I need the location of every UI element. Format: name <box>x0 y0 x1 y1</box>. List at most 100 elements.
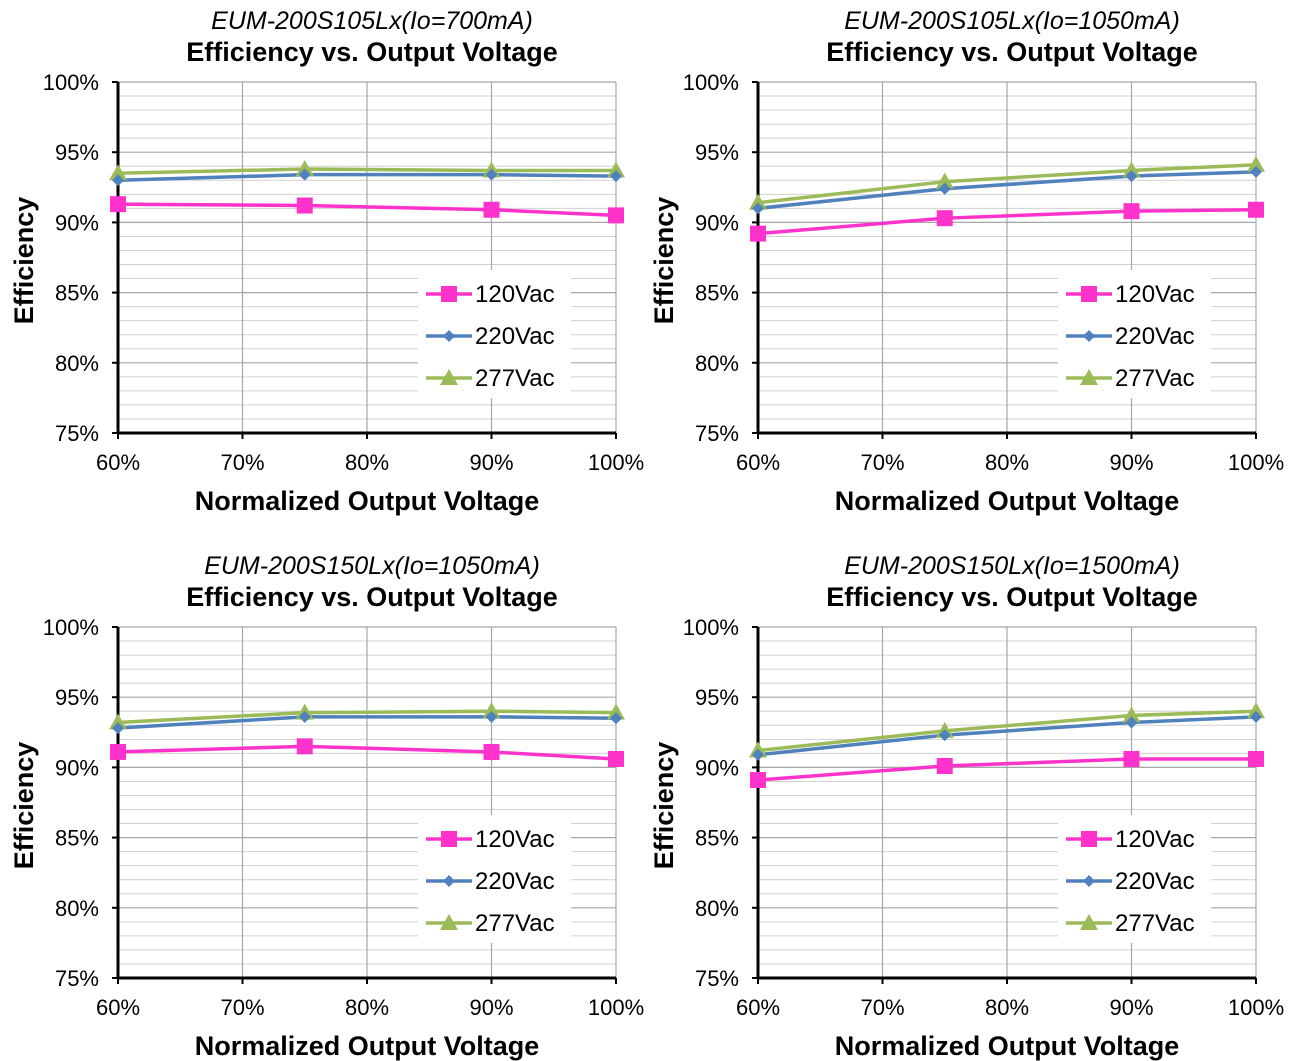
chart-subtitle: EUM-200S105Lx(Io=700mA) <box>211 7 533 35</box>
y-tick-label: 90% <box>55 210 99 235</box>
data-point-277Vac <box>1247 702 1265 719</box>
x-tick-label: 100% <box>588 450 644 475</box>
legend-swatch-marker <box>443 875 455 887</box>
legend-label: 277Vac <box>475 910 555 937</box>
x-tick-label: 60% <box>736 995 780 1020</box>
legend-label: 277Vac <box>1115 910 1195 937</box>
x-tick-label: 60% <box>736 450 780 475</box>
series-line-120Vac <box>757 757 1256 782</box>
data-point-120Vac <box>1123 203 1140 220</box>
data-point-220Vac <box>1250 165 1262 178</box>
data-point-277Vac <box>109 713 127 730</box>
y-tick-label: 75% <box>695 421 739 446</box>
legend-swatch-marker <box>1080 369 1098 385</box>
x-tick-label: 100% <box>588 995 644 1020</box>
data-point-220Vac <box>298 710 311 723</box>
y-tick-label: 90% <box>695 210 739 235</box>
x-tick-label: 90% <box>1109 450 1153 475</box>
series-line-277Vac <box>117 167 616 176</box>
x-axis-label: Normalized Output Voltage <box>195 1031 540 1061</box>
data-point-220Vac <box>610 712 622 725</box>
y-tick-label: 75% <box>695 966 739 991</box>
legend-label: 220Vac <box>1115 323 1195 350</box>
data-point-120Vac <box>1248 201 1264 218</box>
series-line-220Vac <box>757 170 1257 211</box>
legend-swatch-marker <box>440 914 458 930</box>
data-point-120Vac <box>1248 750 1264 767</box>
x-tick-label: 60% <box>96 450 140 475</box>
series-line-120Vac <box>757 208 1257 236</box>
data-point-277Vac <box>1247 155 1265 172</box>
series-line-277Vac <box>117 709 617 725</box>
chart-subtitle: EUM-200S105Lx(Io=1050mA) <box>844 7 1180 35</box>
chart-title: Efficiency vs. Output Voltage <box>826 582 1198 612</box>
y-tick-label: 85% <box>55 826 99 851</box>
legend-swatch-marker <box>441 831 457 847</box>
x-tick-label: 100% <box>1228 995 1284 1020</box>
data-point-220Vac <box>752 748 764 761</box>
y-tick-label: 75% <box>55 421 99 446</box>
data-point-277Vac <box>935 172 954 189</box>
data-point-277Vac <box>607 703 625 720</box>
y-tick-label: 80% <box>55 351 99 376</box>
data-point-220Vac <box>610 170 622 183</box>
legend-label: 277Vac <box>475 365 555 392</box>
y-tick-label: 95% <box>695 140 739 165</box>
data-point-277Vac <box>482 702 501 719</box>
data-point-220Vac <box>298 168 311 181</box>
data-point-277Vac <box>749 193 767 210</box>
y-tick-label: 100% <box>43 615 99 640</box>
data-point-120Vac <box>110 196 126 213</box>
legend-label: 120Vac <box>1115 281 1195 308</box>
x-tick-label: 70% <box>860 450 904 475</box>
legend-swatch-marker <box>1083 330 1095 342</box>
x-axis-label: Normalized Output Voltage <box>195 486 540 516</box>
chart-title: Efficiency vs. Output Voltage <box>186 37 558 67</box>
data-point-220Vac <box>485 168 498 181</box>
y-tick-label: 100% <box>683 70 739 95</box>
data-point-277Vac <box>109 164 127 181</box>
legend-swatch-marker <box>440 369 458 385</box>
chart-subtitle: EUM-200S150Lx(Io=1050mA) <box>204 552 540 580</box>
y-tick-label: 85% <box>55 281 99 306</box>
data-point-220Vac <box>1125 716 1138 729</box>
y-tick-label: 85% <box>695 826 739 851</box>
chart-panel-4: 75% 80% 85% 90% 95% 100% 60% 70% 80% 90% 100% EUM-2… <box>649 552 1284 1061</box>
legend-swatch-marker <box>441 286 457 302</box>
legend-swatch-marker <box>1081 831 1097 847</box>
x-axis-label: Normalized Output Voltage <box>835 486 1180 516</box>
x-tick-label: 90% <box>469 995 513 1020</box>
data-point-120Vac <box>750 772 766 789</box>
series-line-120Vac <box>117 202 617 218</box>
data-point-277Vac <box>1122 161 1141 178</box>
data-point-120Vac <box>608 207 624 224</box>
x-tick-label: 60% <box>96 995 140 1020</box>
chart-panel-2: 75% 80% 85% 90% 95% 100% 60% 70% 80% 90% 100% EUM-2… <box>649 7 1284 516</box>
chart-panel-3: 75% 80% 85% 90% 95% 100% 60% 70% 80% 90% 100% EUM-2… <box>9 552 644 1061</box>
x-tick-label: 80% <box>985 450 1029 475</box>
legend-label: 220Vac <box>475 323 555 350</box>
data-point-120Vac <box>296 738 313 755</box>
legend-label: 120Vac <box>1115 826 1195 853</box>
series-line-220Vac <box>757 715 1257 757</box>
legend-label: 220Vac <box>1115 868 1195 895</box>
data-point-220Vac <box>112 722 124 735</box>
data-point-120Vac <box>1123 750 1140 767</box>
y-tick-label: 80% <box>695 896 739 921</box>
chart-panel-1: 75% 80% 85% 90% 95% 100% 60% 70% 80% 90% 100% EUM-2… <box>9 7 644 516</box>
x-tick-label: 90% <box>1109 995 1153 1020</box>
data-point-120Vac <box>483 201 500 218</box>
data-point-120Vac <box>296 197 313 214</box>
legend-label: 277Vac <box>1115 365 1195 392</box>
y-tick-label: 100% <box>683 615 739 640</box>
y-tick-label: 95% <box>695 685 739 710</box>
legend-swatch-marker <box>443 330 455 342</box>
y-axis-label: Efficiency <box>9 197 39 325</box>
data-point-277Vac <box>295 160 314 177</box>
series-line-277Vac <box>757 709 1257 753</box>
series-line-120Vac <box>117 744 617 761</box>
data-point-120Vac <box>608 750 624 767</box>
x-tick-label: 100% <box>1228 450 1284 475</box>
chart-title: Efficiency vs. Output Voltage <box>186 582 558 612</box>
data-point-277Vac <box>1122 706 1141 723</box>
